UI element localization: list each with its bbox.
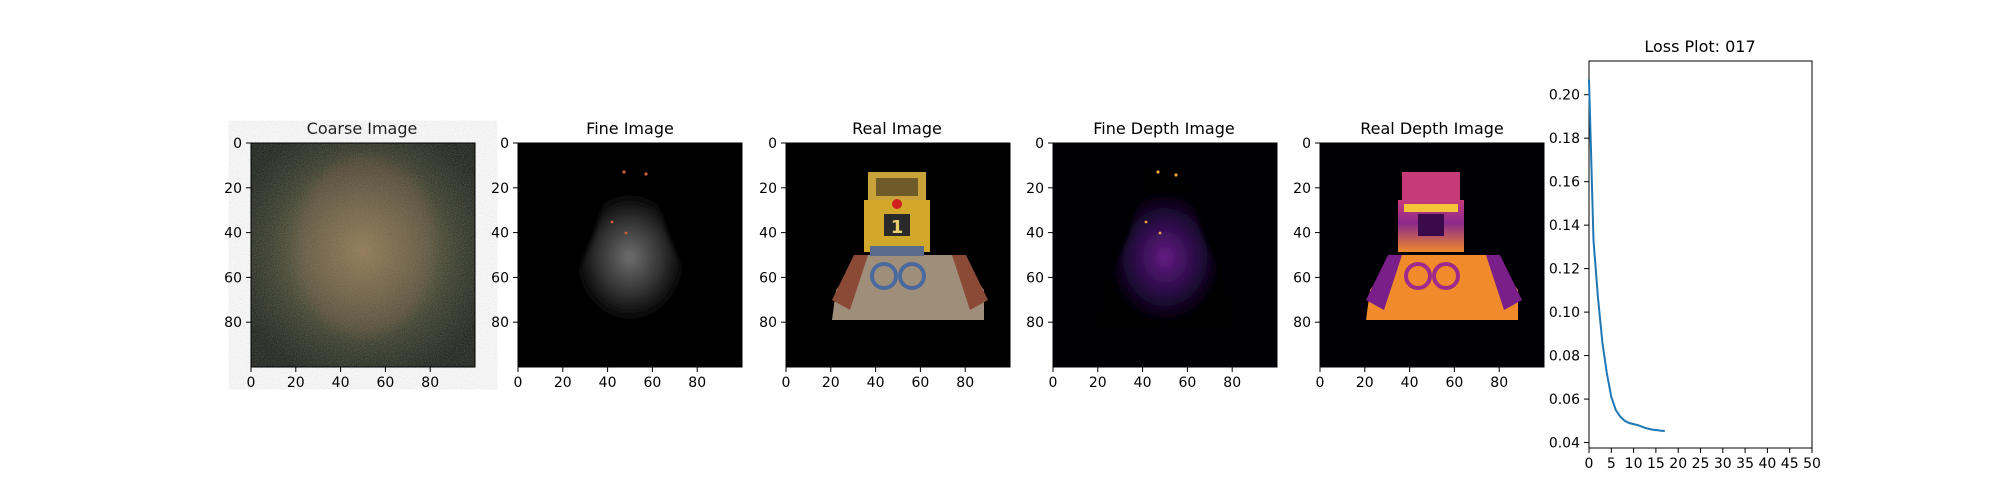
loss-plot-frame bbox=[1588, 60, 1813, 449]
fine-depth-image-panel: Fine Depth Image 0 20 40 60 80 0 20 40 60 80 bbox=[1026, 119, 1278, 391]
y-tick-label: 60 bbox=[1293, 270, 1311, 286]
y-tick-label: 80 bbox=[491, 315, 509, 331]
y-tick-label: 40 bbox=[1293, 226, 1311, 242]
coarse-image-content bbox=[251, 143, 475, 367]
y-tick-label: 0 bbox=[233, 136, 242, 152]
coarse-image-title: Coarse Image bbox=[307, 119, 418, 138]
x-tick-label: 80 bbox=[421, 375, 439, 391]
x-tick-label: 20 bbox=[554, 375, 572, 391]
x-tick-label: 0 bbox=[782, 375, 791, 391]
y-tick-label: 80 bbox=[1026, 315, 1044, 331]
x-tick-label: 20 bbox=[822, 375, 840, 391]
loss-plot-title: Loss Plot: 017 bbox=[1644, 37, 1755, 56]
x-tick-label: 60 bbox=[1445, 375, 1463, 391]
y-tick-label: 0 bbox=[1035, 136, 1044, 152]
real-depth-image-title: Real Depth Image bbox=[1360, 119, 1504, 138]
loss-x-tick-label: 50 bbox=[1803, 456, 1821, 472]
loss-x-tick-label: 0 bbox=[1585, 456, 1594, 472]
y-tick-label: 0 bbox=[768, 136, 777, 152]
x-tick-label: 40 bbox=[1401, 375, 1419, 391]
loss-x-tick-label: 20 bbox=[1669, 456, 1687, 472]
x-tick-label: 60 bbox=[643, 375, 661, 391]
real-image-panel: Real Image 1 0 20 40 60 80 0 20 40 60 80 bbox=[759, 119, 1011, 391]
x-tick-label: 20 bbox=[1356, 375, 1374, 391]
loss-x-tick-label: 10 bbox=[1625, 456, 1643, 472]
x-tick-label: 20 bbox=[1089, 375, 1107, 391]
loss-plot-axes: 0 5 10 15 20 25 30 35 40 45 50 0.04 0.06 0.08 0.10 0.12… bbox=[1549, 88, 1821, 472]
real-depth-image-panel: Real Depth Image 0 20 40 60 80 0 20 40 60 80 bbox=[1293, 119, 1545, 391]
x-tick-label: 0 bbox=[1316, 375, 1325, 391]
loss-x-tick-label: 5 bbox=[1607, 456, 1616, 472]
y-tick-label: 80 bbox=[224, 315, 242, 331]
y-tick-label: 20 bbox=[224, 181, 242, 197]
loss-line bbox=[1588, 79, 1665, 432]
y-tick-label: 40 bbox=[224, 226, 242, 242]
loss-y-tick-label: 0.04 bbox=[1549, 436, 1580, 452]
fine-depth-image-content bbox=[1053, 143, 1277, 367]
y-tick-label: 40 bbox=[759, 226, 777, 242]
real-image-title: Real Image bbox=[852, 119, 942, 138]
y-tick-label: 0 bbox=[500, 136, 509, 152]
y-tick-label: 60 bbox=[224, 270, 242, 286]
y-tick-label: 20 bbox=[759, 181, 777, 197]
x-tick-label: 20 bbox=[287, 375, 305, 391]
loss-x-tick-label: 40 bbox=[1758, 456, 1776, 472]
fine-image-content bbox=[518, 143, 742, 367]
x-tick-label: 0 bbox=[247, 375, 256, 391]
loss-y-tick-label: 0.20 bbox=[1549, 88, 1580, 104]
loss-x-tick-label: 30 bbox=[1714, 456, 1732, 472]
loss-y-tick-label: 0.08 bbox=[1549, 349, 1580, 365]
x-tick-label: 60 bbox=[376, 375, 394, 391]
x-tick-label: 0 bbox=[514, 375, 523, 391]
fine-image-panel: Fine Image 0 20 40 60 80 0 20 40 60 80 bbox=[491, 119, 743, 391]
y-tick-label: 20 bbox=[491, 181, 509, 197]
y-tick-label: 20 bbox=[1026, 181, 1044, 197]
x-tick-label: 40 bbox=[332, 375, 350, 391]
x-tick-label: 60 bbox=[911, 375, 929, 391]
loss-x-tick-label: 45 bbox=[1781, 456, 1799, 472]
x-tick-label: 80 bbox=[956, 375, 974, 391]
real-image-content: 1 bbox=[786, 143, 1010, 367]
y-tick-label: 80 bbox=[759, 315, 777, 331]
loss-y-tick-label: 0.10 bbox=[1549, 305, 1580, 321]
loss-plot-panel: Loss Plot: 017 0 5 10 15 20 25 30 35 40 45 500.040… bbox=[1549, 37, 1821, 472]
x-tick-label: 80 bbox=[688, 375, 706, 391]
y-tick-label: 40 bbox=[491, 226, 509, 242]
svg-text:1: 1 bbox=[891, 217, 904, 238]
loss-y-tick-label: 0.12 bbox=[1549, 262, 1580, 278]
x-tick-label: 40 bbox=[867, 375, 885, 391]
y-tick-label: 40 bbox=[1026, 226, 1044, 242]
loss-x-tick-label: 15 bbox=[1647, 456, 1665, 472]
y-tick-label: 0 bbox=[1302, 136, 1311, 152]
y-tick-label: 60 bbox=[1026, 270, 1044, 286]
y-tick-label: 60 bbox=[491, 270, 509, 286]
y-tick-label: 20 bbox=[1293, 181, 1311, 197]
x-tick-label: 80 bbox=[1223, 375, 1241, 391]
y-tick-label: 80 bbox=[1293, 315, 1311, 331]
x-tick-label: 80 bbox=[1490, 375, 1508, 391]
loss-x-tick-label: 35 bbox=[1736, 456, 1754, 472]
coarse-image-panel: Coarse Image 0 20 40 60 80 0 20 40 60 80 bbox=[224, 119, 476, 391]
real-depth-image-content bbox=[1320, 143, 1544, 367]
fine-image-title: Fine Image bbox=[586, 119, 674, 138]
loss-y-tick-label: 0.14 bbox=[1549, 218, 1580, 234]
x-tick-label: 40 bbox=[599, 375, 617, 391]
loss-y-tick-label: 0.18 bbox=[1549, 131, 1580, 147]
loss-y-tick-label: 0.06 bbox=[1549, 392, 1580, 408]
x-tick-label: 0 bbox=[1049, 375, 1058, 391]
fine-depth-image-title: Fine Depth Image bbox=[1093, 119, 1234, 138]
y-tick-label: 60 bbox=[759, 270, 777, 286]
loss-y-tick-label: 0.16 bbox=[1549, 175, 1580, 191]
x-tick-label: 60 bbox=[1178, 375, 1196, 391]
x-tick-label: 40 bbox=[1134, 375, 1152, 391]
loss-x-tick-label: 25 bbox=[1692, 456, 1710, 472]
